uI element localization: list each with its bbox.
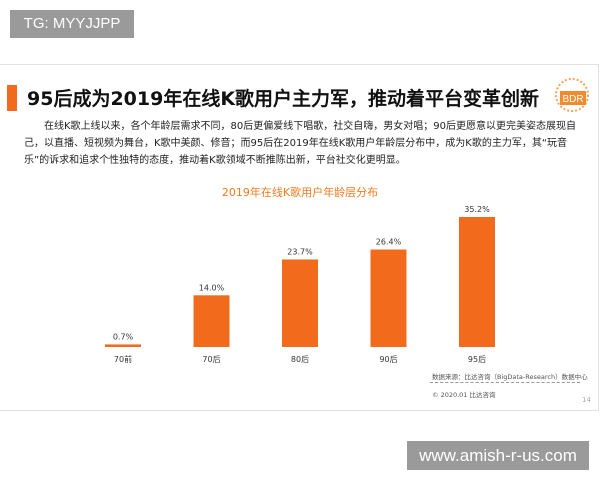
divider: [430, 382, 580, 383]
svg-text:BDR: BDR: [562, 94, 583, 105]
x-tick-label: 70前: [114, 354, 132, 364]
copyright: © 2020.01 比达咨询: [432, 391, 496, 399]
bar-chart: 0.7% 70前 14.0% 70后 23.7% 80后 26.4% 90后 35.2% 95后: [105, 205, 495, 364]
x-tick-label: 80后: [291, 354, 309, 364]
title-accent-bar: [7, 85, 17, 111]
slide-body-text: 在线K歌上线以来，各个年龄层需求不同，80后更偏爱线下唱歌，社交自嗨，男女对唱；…: [24, 121, 577, 166]
bar-70后: [193, 295, 230, 347]
data-label: 35.2%: [464, 205, 490, 214]
x-tick-label: 70后: [202, 354, 220, 364]
watermark-bottom: www.amish-r-us.com: [407, 441, 589, 470]
bar-90后: [370, 249, 407, 347]
bdr-logo: BDR: [555, 78, 589, 112]
data-source: 数据来源：比达咨询（BigData-Research）数据中心: [432, 373, 588, 381]
data-label: 26.4%: [376, 238, 402, 247]
chart-title: 2019年在线K歌用户年龄层分布: [221, 186, 379, 199]
x-tick-label: 95后: [468, 354, 486, 364]
data-label: 14.0%: [199, 283, 225, 292]
data-label: 0.7%: [113, 332, 134, 341]
slide: 95后成为2019年在线K歌用户主力军，推动着平台变革创新 BDR 在线K歌上线…: [0, 64, 599, 411]
bar-95后: [459, 217, 495, 347]
slide-title: 95后成为2019年在线K歌用户主力军，推动着平台变革创新: [27, 88, 540, 110]
bar-70前: [105, 344, 141, 347]
watermark-top: TG: MYYJJPP: [10, 10, 134, 38]
data-label: 23.7%: [287, 247, 313, 256]
x-tick-label: 90后: [379, 354, 397, 364]
bar-80后: [282, 259, 318, 347]
page-number: 14: [582, 396, 591, 404]
